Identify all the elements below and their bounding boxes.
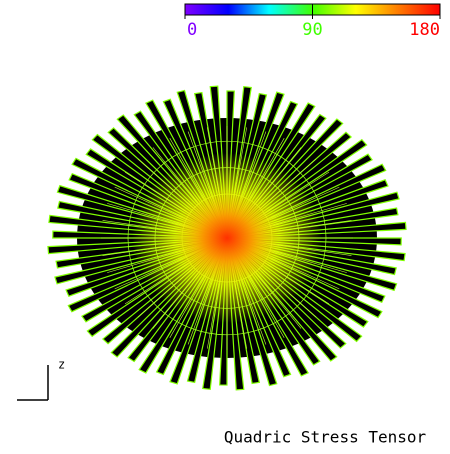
colorbar-tick-label: 0 [187, 20, 197, 40]
axis-triad: z [17, 358, 65, 401]
axis-label: z [58, 358, 65, 372]
field-hotspot [132, 153, 322, 323]
colorbar-tick-label: 180 [409, 20, 440, 40]
field-contour [127, 140, 327, 336]
title: Quadric Stress Tensor [224, 428, 427, 447]
colorbar: 0 90 180 [184, 3, 441, 40]
stress-field [47, 85, 407, 391]
colorbar-tick-label: 90 [302, 20, 322, 40]
